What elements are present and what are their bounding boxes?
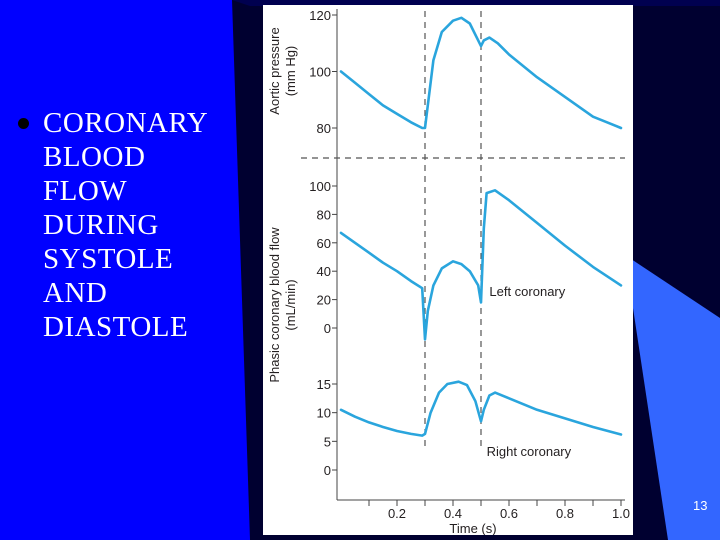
coronary-flow-chart: 0.2 0.4 0.6 0.8 1.0 Time (s) 80 100 120 Aortic pr… <box>263 5 633 535</box>
y-tick-label: 40 <box>317 264 331 279</box>
slide-title: CORONARY BLOOD FLOW DURING SYSTOLE AND D… <box>43 106 243 344</box>
x-tick-label: 0.6 <box>500 506 518 521</box>
y-tick-label: 100 <box>309 179 331 194</box>
title-line: SYSTOLE <box>43 243 174 275</box>
title-line: DURING <box>43 209 159 241</box>
y-tick-label: 0 <box>324 321 331 336</box>
series-line <box>339 189 623 341</box>
y-axis-title: Phasic coronary blood flow <box>267 227 282 383</box>
x-tick-label: 0.8 <box>556 506 574 521</box>
x-tick-label: 1.0 <box>612 506 630 521</box>
title-line: DIASTOLE <box>43 311 189 343</box>
y-tick-label: 20 <box>317 293 331 308</box>
y-tick-label: 15 <box>317 377 331 392</box>
x-axis-title: Time (s) <box>449 521 496 535</box>
x-tick-label: 0.2 <box>388 506 406 521</box>
y-axis-title: (mm Hg) <box>283 46 298 97</box>
y-axis-title: (mL/min) <box>283 279 298 330</box>
title-line: BLOOD <box>43 141 146 173</box>
title-line: AND <box>43 277 108 309</box>
y-tick-label: 120 <box>309 8 331 23</box>
series-label: Left coronary <box>489 284 565 299</box>
series-line <box>339 380 623 437</box>
page-number: 13 <box>693 498 708 513</box>
y-tick-label: 0 <box>324 463 331 478</box>
title-line: CORONARY <box>43 107 209 139</box>
y-tick-label: 5 <box>324 434 331 449</box>
y-tick-label: 80 <box>317 121 331 136</box>
y-tick-label: 10 <box>317 406 331 421</box>
x-tick-label: 0.4 <box>444 506 462 521</box>
y-axis-title: Aortic pressure <box>267 27 282 114</box>
series-line <box>339 16 623 130</box>
y-tick-label: 100 <box>309 65 331 80</box>
y-tick-label: 80 <box>317 207 331 222</box>
series-label: Right coronary <box>487 444 572 459</box>
y-tick-label: 60 <box>317 236 331 251</box>
title-line: FLOW <box>43 175 128 207</box>
bullet-dot-icon <box>18 118 29 129</box>
